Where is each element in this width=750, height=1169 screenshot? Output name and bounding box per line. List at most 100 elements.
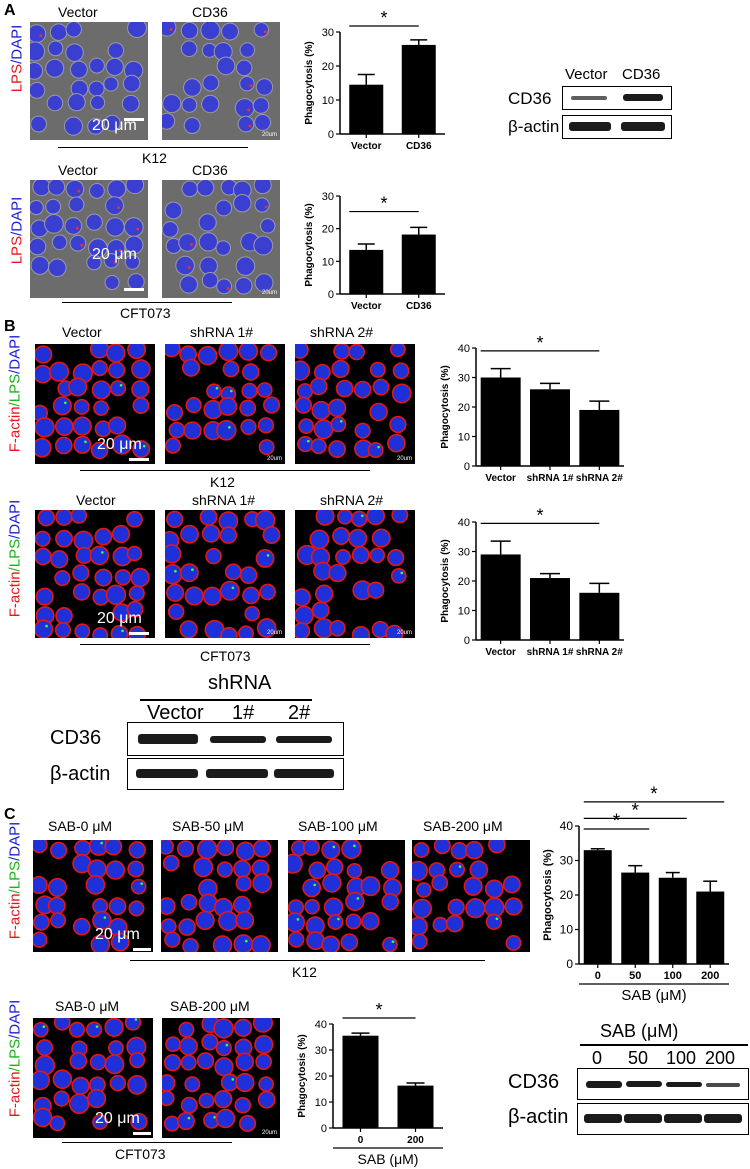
- cell: [235, 841, 256, 861]
- cell: [295, 622, 311, 638]
- stain-label-a-cft: LPS/DAPI: [8, 196, 26, 265]
- cell: [329, 619, 346, 637]
- cell: [85, 1021, 103, 1038]
- cell: [106, 344, 126, 363]
- western-blot-strip: [562, 86, 672, 110]
- y-tick-label: 0: [328, 289, 334, 301]
- x-tick-label: Vector: [351, 141, 382, 152]
- cell: [260, 218, 276, 234]
- cell: [257, 1090, 276, 1109]
- cell: [372, 378, 390, 396]
- micrograph: [161, 840, 278, 952]
- scale-bar: [129, 458, 149, 461]
- y-tick-label: 20: [458, 576, 470, 588]
- x-tick-label: Vector: [351, 301, 382, 312]
- cell: [254, 113, 272, 131]
- scale-label: 20 μm: [95, 926, 140, 943]
- lps-dot: [190, 243, 193, 246]
- cell: [54, 622, 72, 638]
- cell: [30, 256, 50, 275]
- cell: [33, 1021, 49, 1038]
- cell: [216, 278, 233, 295]
- cell: [73, 435, 92, 454]
- cell: [104, 1054, 125, 1075]
- cell: [126, 510, 143, 528]
- x-tick-label: shRNA 1#: [527, 647, 574, 658]
- cell: [218, 344, 239, 362]
- cell: [49, 23, 68, 41]
- cell: [123, 217, 144, 237]
- cell: [387, 549, 405, 567]
- cell: [33, 931, 48, 948]
- bar: [401, 44, 436, 134]
- cell: [92, 627, 109, 638]
- cell: [55, 510, 73, 526]
- cell: [109, 1074, 127, 1092]
- cell: [44, 213, 64, 234]
- bar: [401, 234, 436, 294]
- cell: [345, 891, 365, 912]
- cell: [218, 396, 238, 416]
- lps-dot: [117, 206, 120, 210]
- lps-dot: [266, 554, 270, 557]
- cell: [215, 240, 232, 256]
- cell: [121, 94, 140, 113]
- blot-band: [136, 769, 198, 778]
- cell: [126, 545, 143, 562]
- y-axis-label: Phagocytosis (%): [542, 849, 554, 941]
- cell: [75, 546, 93, 564]
- img-label: Vector: [58, 162, 98, 178]
- y-tick-label: 0: [566, 957, 573, 971]
- cell: [180, 40, 198, 58]
- cell: [30, 24, 47, 44]
- lps-dot: [140, 882, 143, 885]
- img-label: shRNA 2#: [320, 492, 384, 508]
- x-axis-label: SAB (μM): [621, 987, 686, 1004]
- y-axis-label: Phagocytosis (%): [297, 1034, 308, 1117]
- group-line: [62, 302, 232, 303]
- cell: [162, 112, 176, 130]
- cell: [222, 360, 240, 378]
- cell: [178, 1021, 195, 1038]
- cell: [108, 897, 127, 916]
- micrograph: [288, 840, 405, 952]
- lps-dot: [228, 425, 231, 429]
- cell: [165, 563, 183, 585]
- blot-lane-label: 0: [592, 1048, 603, 1068]
- cell: [485, 913, 503, 930]
- scale-label: 20 μm: [97, 610, 142, 627]
- cell: [213, 1018, 234, 1039]
- y-tick-label: 40: [458, 343, 470, 355]
- lps-dot: [332, 845, 336, 849]
- cell: [180, 1054, 197, 1071]
- cell: [163, 1054, 182, 1072]
- cell: [87, 117, 104, 135]
- cell: [371, 528, 391, 548]
- cell: [183, 78, 202, 97]
- cell: [240, 418, 257, 436]
- cell: [360, 876, 381, 897]
- cell: [252, 873, 273, 894]
- cell: [259, 583, 276, 601]
- cell: [199, 510, 218, 526]
- tiny-scale-label: 20um: [397, 630, 413, 636]
- cell: [233, 193, 252, 213]
- bar: [658, 877, 687, 964]
- cell: [233, 859, 252, 878]
- cell: [369, 402, 388, 422]
- cell: [49, 912, 67, 929]
- cell: [387, 433, 406, 453]
- bar: [530, 389, 570, 466]
- cell: [127, 1075, 147, 1095]
- cell: [351, 546, 370, 565]
- cell: [201, 271, 219, 289]
- cell: [108, 361, 126, 379]
- cell: [255, 1053, 272, 1071]
- cell: [63, 116, 83, 136]
- cell: [181, 180, 199, 198]
- cell: [196, 1052, 215, 1070]
- lps-dot: [75, 226, 79, 230]
- group-line: [130, 960, 485, 961]
- cell: [232, 895, 252, 914]
- cell: [132, 440, 151, 459]
